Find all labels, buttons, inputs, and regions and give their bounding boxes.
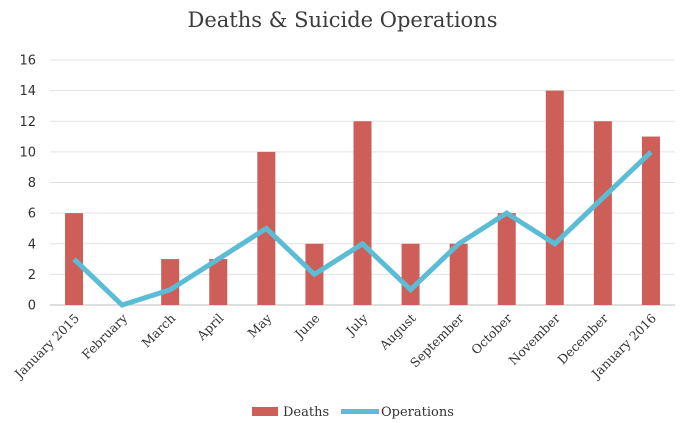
bar-deaths — [354, 121, 372, 305]
bar-deaths — [546, 91, 564, 305]
bar-deaths — [594, 121, 612, 305]
bar-deaths — [402, 244, 420, 305]
x-tick-label: October — [468, 310, 515, 357]
y-tick-label: 14 — [19, 84, 36, 99]
y-tick-label: 10 — [19, 145, 36, 160]
y-tick-label: 0 — [28, 299, 36, 314]
x-tick-label: January 2015 — [10, 311, 82, 383]
y-tick-label: 2 — [28, 268, 36, 283]
x-tick-label: August — [376, 311, 419, 354]
bar-deaths — [498, 213, 516, 305]
y-tick-label: 8 — [28, 176, 36, 191]
bar-deaths — [642, 137, 660, 305]
y-tick-label: 12 — [19, 115, 36, 130]
legend-swatch-deaths — [252, 407, 278, 416]
legend-label-operations: Operations — [381, 405, 454, 420]
bar-deaths — [161, 259, 179, 305]
x-tick-label: November — [506, 311, 563, 368]
y-tick-label: 16 — [19, 54, 36, 69]
x-tick-label: May — [245, 310, 276, 341]
y-tick-label: 6 — [28, 207, 36, 222]
x-tick-label: July — [342, 310, 372, 340]
y-tick-label: 4 — [28, 237, 36, 252]
x-tick-label: June — [290, 311, 322, 343]
legend-label-deaths: Deaths — [283, 405, 329, 420]
x-tick-label: February — [79, 310, 131, 362]
x-tick-label: April — [193, 311, 226, 344]
legend: Deaths Operations — [252, 405, 454, 420]
x-tick-label: March — [139, 311, 179, 351]
